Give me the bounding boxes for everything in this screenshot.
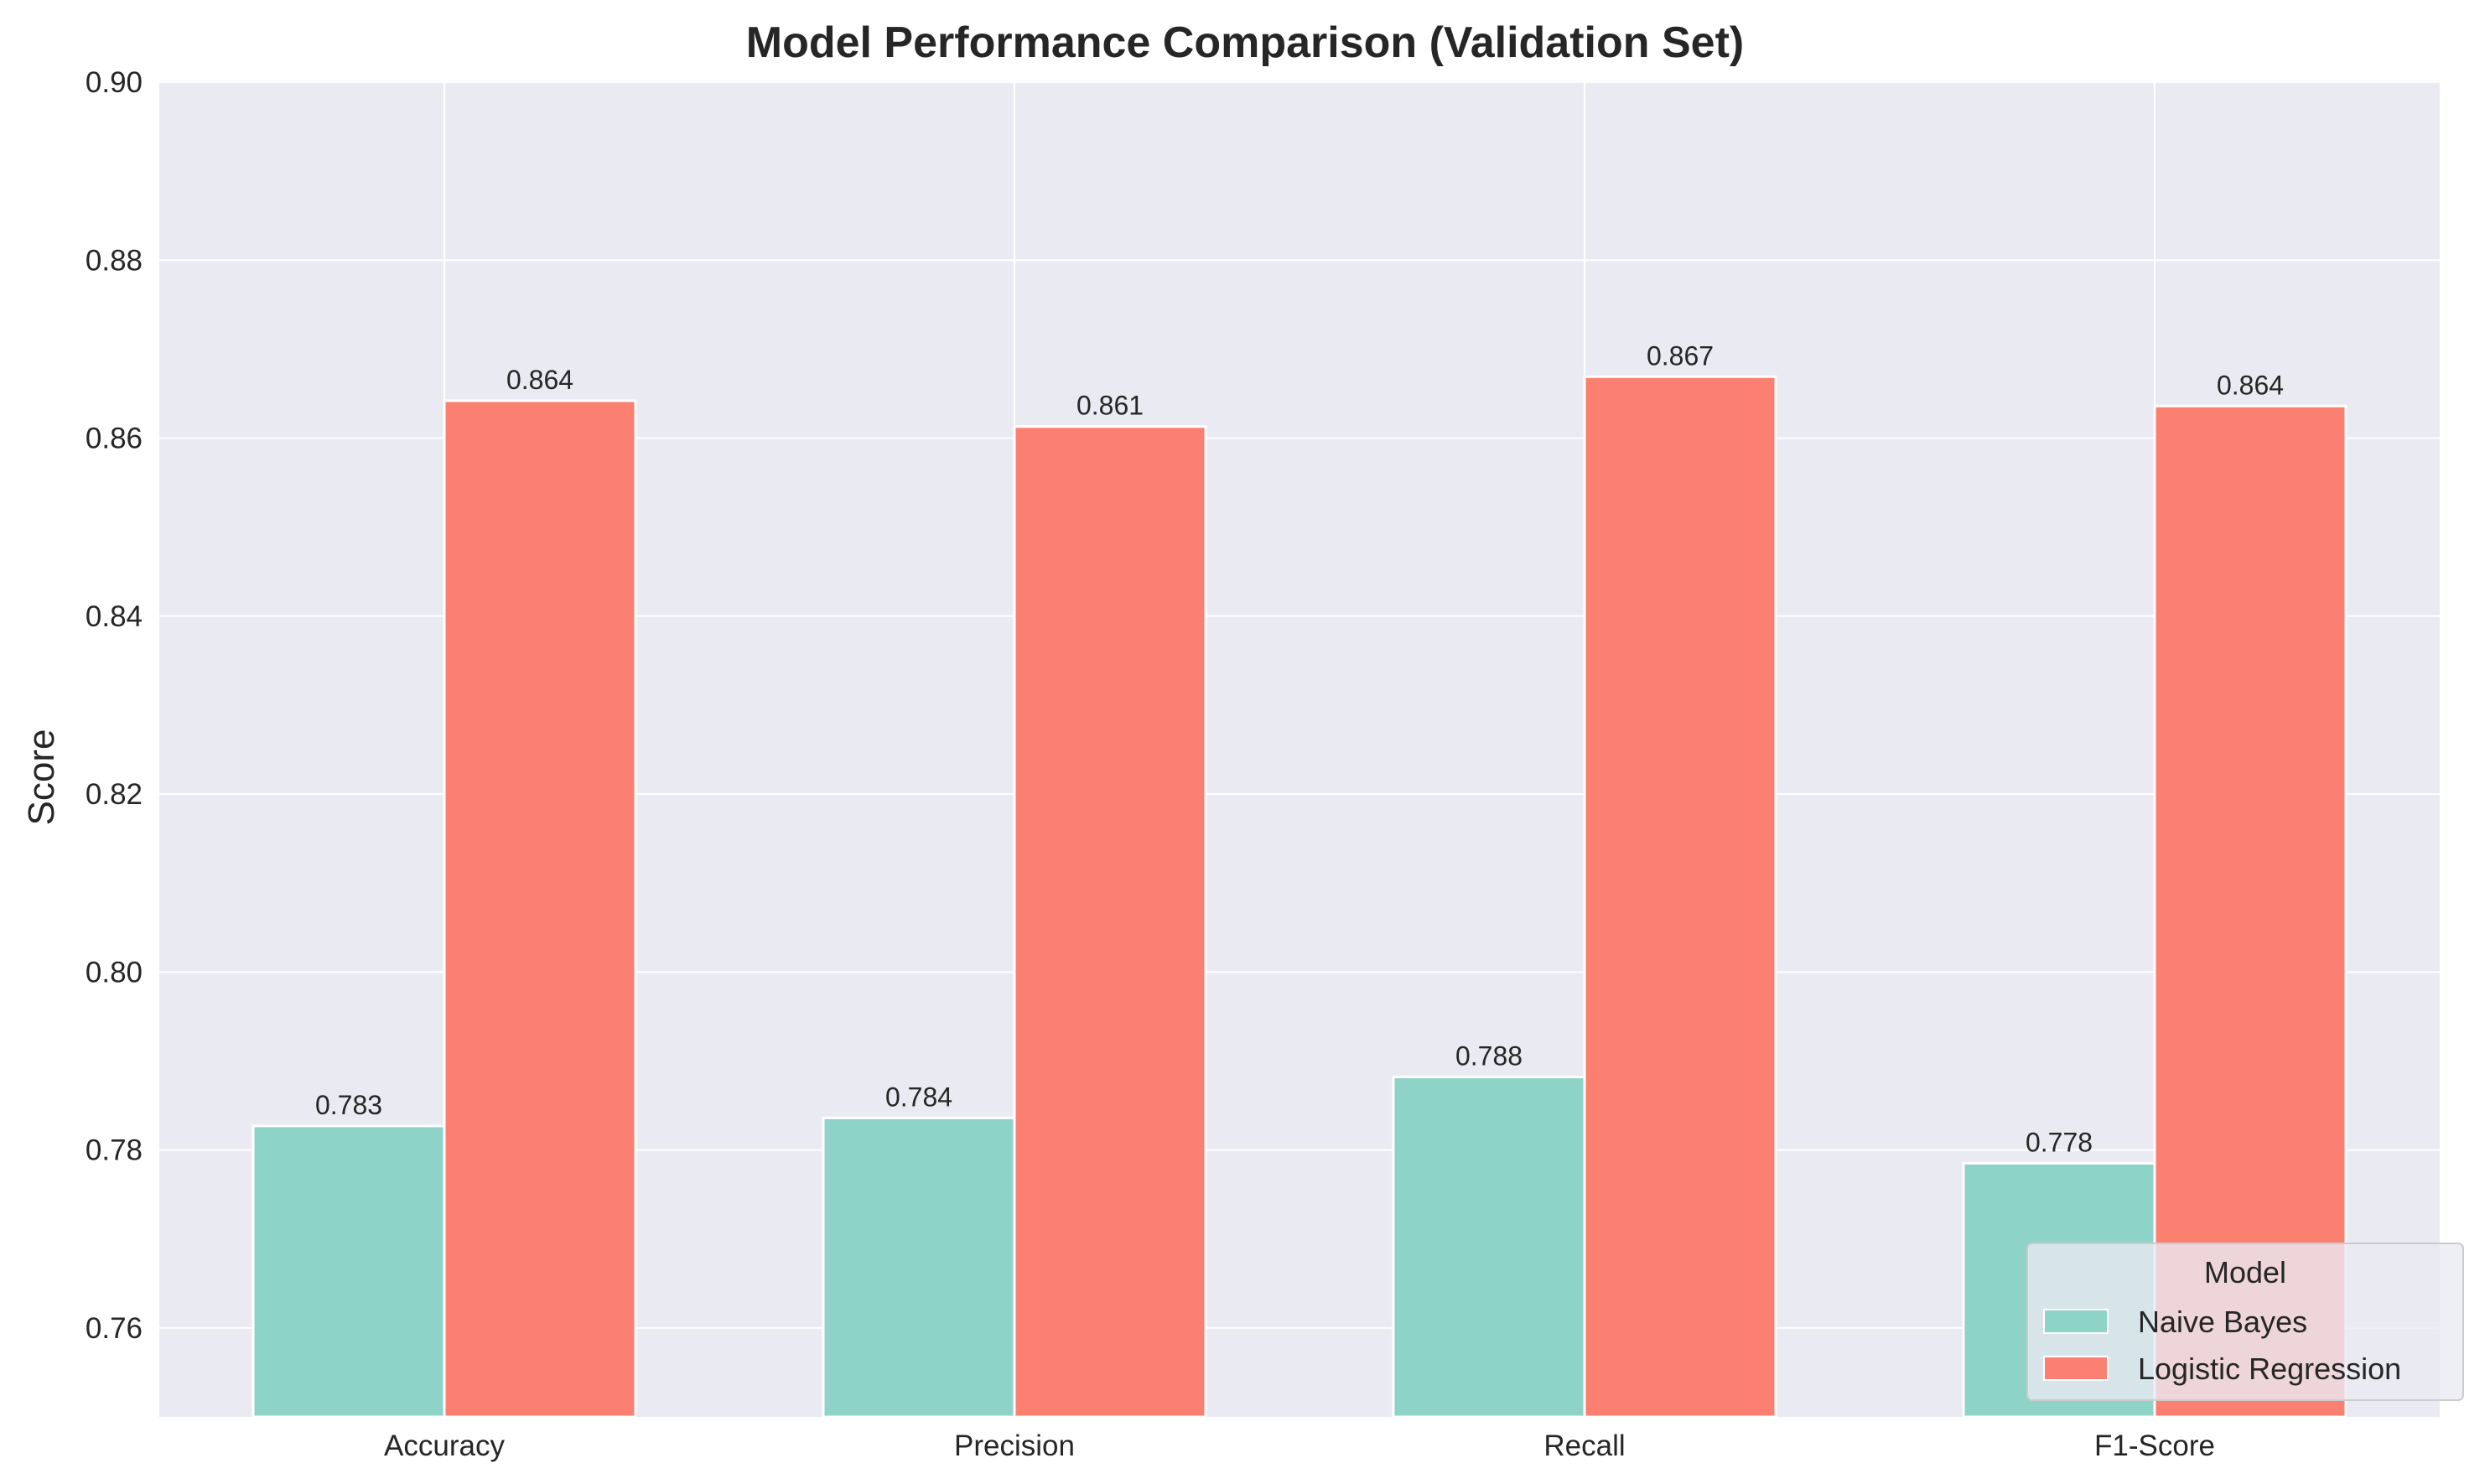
bar-value-label: 0.867	[1647, 340, 1714, 371]
y-tick-label: 0.86	[86, 423, 143, 455]
legend-box	[2026, 1243, 2464, 1401]
y-tick-label: 0.84	[86, 600, 143, 633]
x-tick-label: Accuracy	[384, 1430, 505, 1462]
bar-naive-bayes	[822, 1116, 1016, 1419]
y-tick-label: 0.80	[86, 956, 143, 988]
x-tick-label: Recall	[1543, 1430, 1625, 1462]
bar-value-label: 0.783	[315, 1090, 382, 1120]
bar-value-label: 0.778	[2026, 1128, 2093, 1158]
bar-value-label: 0.861	[1076, 391, 1144, 421]
x-tick-label: F1-Score	[2094, 1430, 2215, 1462]
y-tick-label: 0.88	[86, 244, 143, 277]
x-tick-label: Precision	[954, 1430, 1075, 1462]
bar-value-label: 0.864	[2217, 370, 2284, 400]
bars	[252, 375, 2347, 1419]
y-tick-label: 0.76	[86, 1312, 143, 1345]
y-axis-ticks: 0.76 0.78 0.80 0.82 0.84 0.86 0.88 0.90	[86, 66, 143, 1345]
bar-logistic-regression	[1583, 375, 1777, 1419]
bar-naive-bayes	[1392, 1076, 1586, 1419]
y-tick-label: 0.90	[86, 66, 143, 99]
chart-title: Model Performance Comparison (Validation…	[746, 18, 1744, 67]
legend-label-logistic-regression: Logistic Regression	[2138, 1352, 2401, 1386]
bar-logistic-regression	[1013, 425, 1207, 1419]
legend-swatch-naive-bayes	[2043, 1309, 2109, 1334]
y-tick-label: 0.82	[86, 778, 143, 811]
y-axis-label: Score	[21, 729, 62, 826]
y-tick-label: 0.78	[86, 1134, 143, 1167]
legend-label-naive-bayes: Naive Bayes	[2138, 1305, 2307, 1339]
bar-value-labels: 0.783 0.864 0.784 0.861 0.788 0.867 0.778 0.864	[315, 340, 2284, 1157]
x-axis-ticks: Accuracy Precision Recall F1-Score	[384, 1430, 2215, 1462]
legend-title: Model	[2204, 1255, 2286, 1289]
bar-naive-bayes	[252, 1124, 446, 1419]
bar-value-label: 0.864	[506, 365, 573, 395]
bar-logistic-regression	[443, 399, 637, 1419]
legend-swatch-logistic-regression	[2043, 1356, 2109, 1381]
bar-value-label: 0.788	[1455, 1041, 1523, 1071]
bar-value-label: 0.784	[885, 1082, 952, 1112]
legend: Model Naive Bayes Logistic Regression	[2026, 1243, 2464, 1401]
